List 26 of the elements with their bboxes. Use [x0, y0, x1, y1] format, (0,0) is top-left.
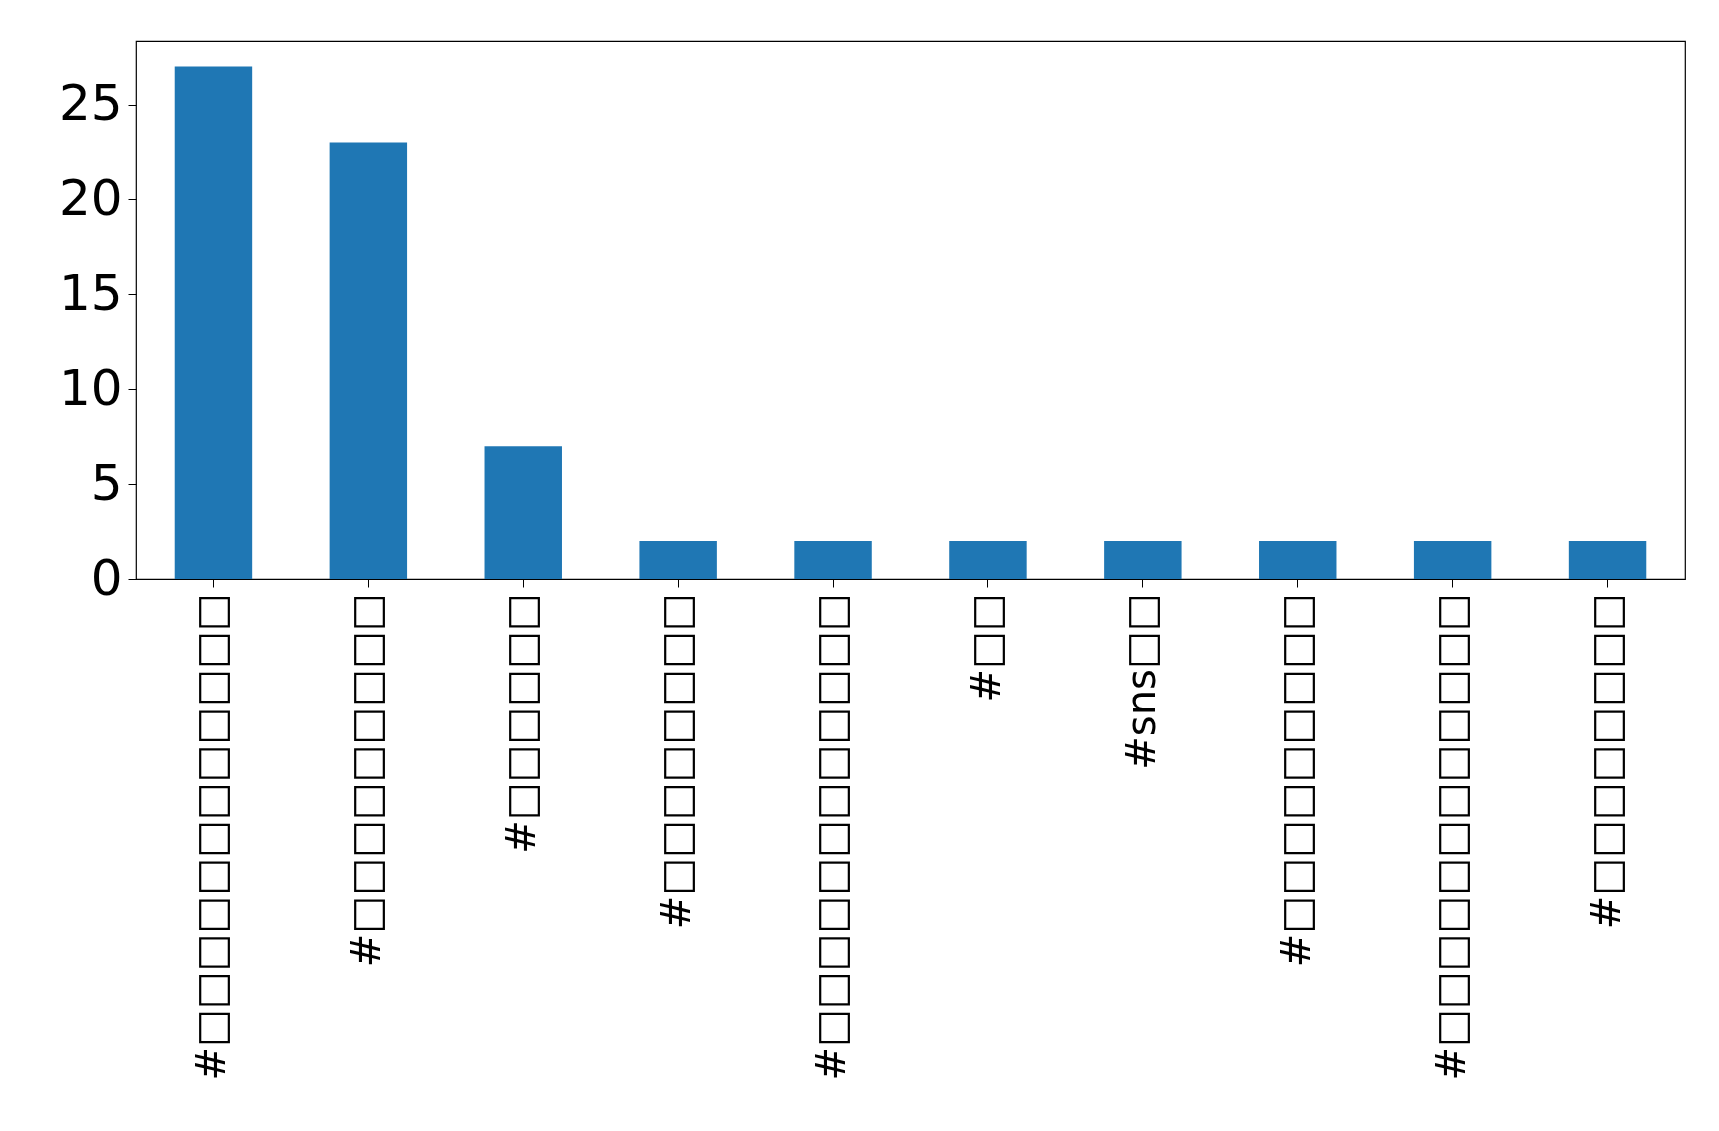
- x-tick-label: #□□□□□□□□□: [343, 593, 390, 968]
- x-tick-label: #□□□□□□: [498, 593, 545, 854]
- bar: [484, 446, 562, 579]
- bar: [794, 541, 872, 579]
- x-tick-label: #□□□□□□□□□□□□: [808, 593, 855, 1081]
- y-tick-label: 0: [90, 548, 123, 607]
- y-tick-label: 15: [58, 263, 123, 322]
- y-tick-label: 20: [58, 168, 123, 227]
- x-tick-label: #sns□□: [1117, 593, 1164, 770]
- x-tick-label: #□□□□□□□□□□□□: [1427, 593, 1474, 1081]
- bar: [1104, 541, 1182, 579]
- x-tick-label: #□□□□□□□□□□□□: [188, 593, 235, 1081]
- y-tick-label: 5: [90, 453, 123, 512]
- y-tick-label: 10: [58, 358, 123, 417]
- x-tick-label: #□□: [962, 593, 1009, 703]
- bar: [1413, 541, 1492, 579]
- x-tick-label: #□□□□□□□□□: [1272, 593, 1319, 968]
- x-tick-label: #□□□□□□□□: [653, 593, 700, 930]
- bar: [949, 541, 1027, 579]
- x-tick-label: #□□□□□□□□: [1582, 593, 1629, 930]
- bar: [1259, 541, 1337, 579]
- bar: [1568, 541, 1647, 579]
- bar: [639, 541, 717, 579]
- y-tick-label: 25: [58, 74, 123, 133]
- bar: [329, 142, 408, 579]
- bar: [174, 66, 253, 579]
